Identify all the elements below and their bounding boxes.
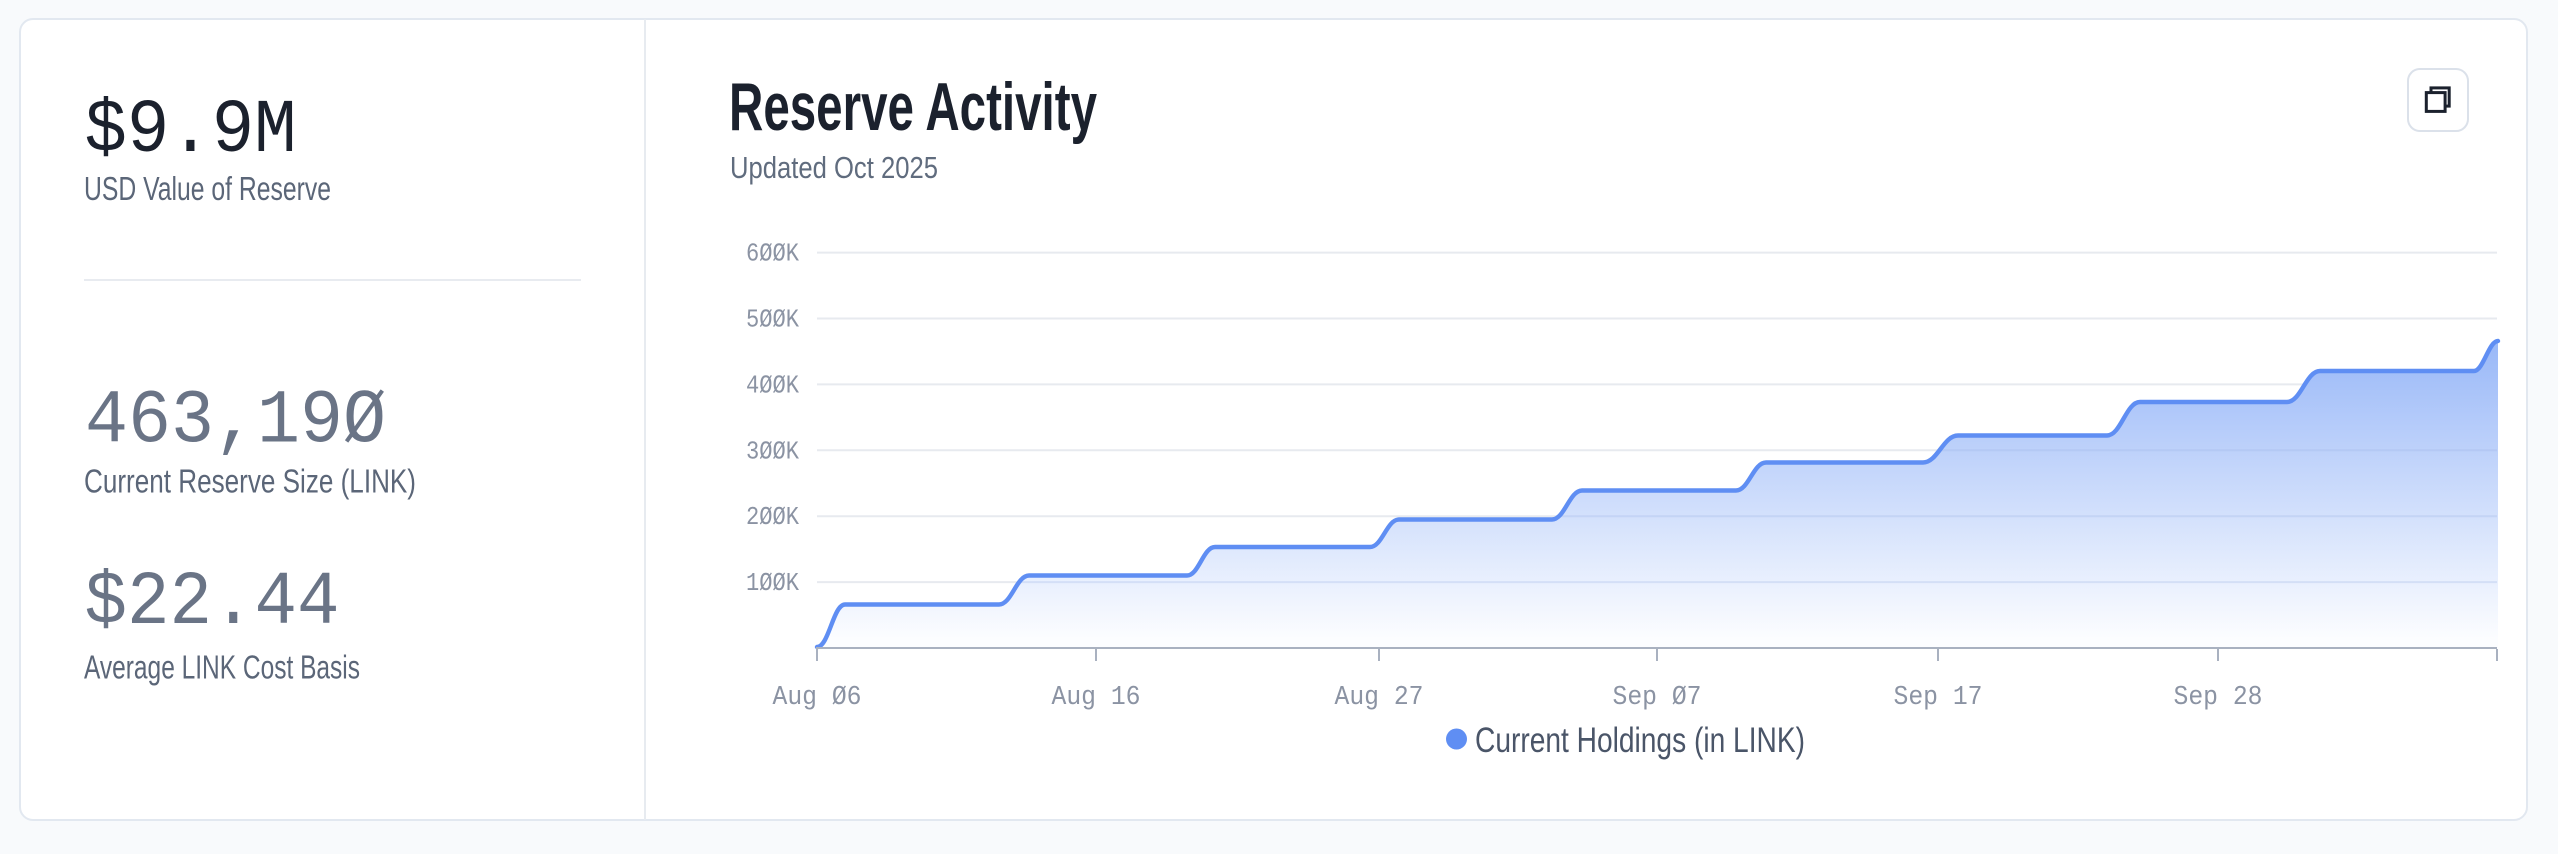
svg-text:Sep 17: Sep 17 [1894,683,1983,713]
svg-text:Current Reserve Size (LINK): Current Reserve Size (LINK) [84,462,416,499]
svg-text:4ØØK: 4ØØK [746,370,799,400]
svg-text:1ØØK: 1ØØK [746,568,799,598]
svg-text:6ØØK: 6ØØK [746,239,799,269]
svg-text:463,19Ø: 463,19Ø [85,379,386,465]
svg-text:Aug Ø6: Aug Ø6 [773,683,862,713]
svg-text:USD Value of Reserve: USD Value of Reserve [84,170,331,207]
svg-text:$9.9M: $9.9M [85,88,297,174]
svg-text:Reserve Activity: Reserve Activity [729,69,1097,145]
svg-text:Sep Ø7: Sep Ø7 [1613,683,1702,713]
svg-text:2ØØK: 2ØØK [746,502,799,532]
svg-text:3ØØK: 3ØØK [746,436,799,466]
svg-text:Aug 16: Aug 16 [1052,683,1141,713]
svg-text:$22.44: $22.44 [85,560,340,646]
svg-text:Current Holdings (in LINK): Current Holdings (in LINK) [1475,721,1805,760]
svg-text:Updated Oct 2025: Updated Oct 2025 [730,150,938,185]
svg-text:5ØØK: 5ØØK [746,305,799,335]
svg-text:Sep 28: Sep 28 [2174,683,2263,713]
svg-text:Average LINK Cost Basis: Average LINK Cost Basis [84,649,360,686]
svg-text:Aug 27: Aug 27 [1335,683,1424,713]
